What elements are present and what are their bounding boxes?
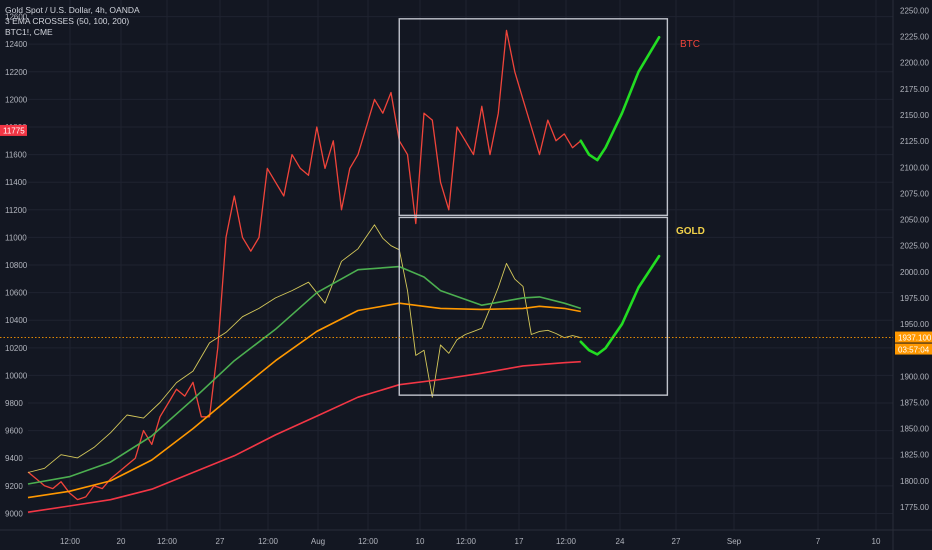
right-tick-label: 2000.00: [900, 268, 929, 277]
left-tick-label: 10400: [5, 316, 28, 325]
legend-title[interactable]: Gold Spot / U.S. Dollar, 4h, OANDA: [5, 5, 140, 15]
right-tick-label: 2225.00: [900, 33, 929, 42]
btc-projection-curve[interactable]: [579, 36, 661, 162]
gold-box-label: GOLD: [676, 226, 705, 237]
right-tick-label: 1775.00: [900, 503, 929, 512]
series-line-ema-50[interactable]: [27, 265, 582, 485]
x-tick-label: 12:00: [258, 537, 279, 546]
countdown-badge-text: 03:57:04: [898, 346, 930, 355]
left-tick-label: 11200: [5, 206, 27, 215]
x-tick-label: 27: [672, 537, 681, 546]
right-tick-label: 2050.00: [900, 216, 929, 225]
left-tick-label: 9400: [5, 454, 23, 463]
btc-box[interactable]: [398, 18, 669, 217]
left-tick-label: 9800: [5, 399, 23, 408]
x-tick-label: 12:00: [157, 537, 178, 546]
countdown-badge: [895, 343, 932, 355]
left-tick-label: 10600: [5, 289, 28, 298]
legend-compare[interactable]: BTC1!, CME: [5, 27, 53, 37]
right-tick-label: 1950.00: [900, 320, 929, 329]
right-tick-label: 2075.00: [900, 189, 929, 198]
btc-price-badge-text: 11775: [3, 126, 25, 135]
x-tick-label: Sep: [727, 537, 742, 546]
left-tick-label: 11400: [5, 178, 27, 187]
left-tick-label: 9600: [5, 427, 23, 436]
gold-projection-curve[interactable]: [579, 254, 661, 356]
right-tick-label: 2250.00: [900, 6, 929, 15]
left-tick-label: 10200: [5, 344, 28, 353]
left-tick-label: 9000: [5, 509, 23, 518]
left-axis-ticks: 9000 9200 9400 9600 9800 10000 10200 10400 10600…: [5, 13, 28, 519]
gold-price-badge-text: 1937.100: [898, 334, 932, 343]
x-tick-label: 20: [117, 537, 126, 546]
chart-legend: Gold Spot / U.S. Dollar, 4h, OANDA 3 EMA…: [5, 5, 140, 38]
x-axis-ticks: 12:00 20 12:00 27 12:00 Aug 12:00 10 12:00 17 12:0…: [60, 537, 881, 546]
left-tick-label: 12000: [5, 95, 28, 104]
left-tick-label: 9200: [5, 482, 23, 491]
right-tick-label: 2175.00: [900, 85, 929, 94]
x-tick-label: 12:00: [456, 537, 477, 546]
right-tick-label: 1850.00: [900, 425, 929, 434]
x-tick-label: 10: [416, 537, 425, 546]
series-line-btc1-cme[interactable]: [27, 29, 582, 501]
x-tick-label: Aug: [311, 537, 325, 546]
right-tick-label: 2150.00: [900, 111, 929, 120]
right-tick-label: 2100.00: [900, 163, 929, 172]
x-tick-label: 10: [872, 537, 881, 546]
right-tick-label: 1975.00: [900, 294, 929, 303]
left-tick-label: 11600: [5, 151, 27, 160]
left-tick-label: 10000: [5, 371, 28, 380]
x-tick-label: 12:00: [556, 537, 577, 546]
right-tick-label: 1825.00: [900, 451, 929, 460]
series-line-gold-spot-u-s-dollar[interactable]: [27, 224, 581, 473]
btc-box-label: BTC: [680, 39, 700, 50]
right-tick-label: 1900.00: [900, 372, 929, 381]
right-tick-label: 2200.00: [900, 59, 929, 68]
btc-price-badge: [0, 124, 27, 136]
right-tick-label: 1875.00: [900, 398, 929, 407]
plot-area[interactable]: [27, 29, 661, 513]
gold-box[interactable]: [398, 216, 669, 396]
right-tick-label: 2025.00: [900, 242, 929, 251]
x-tick-label: 27: [216, 537, 225, 546]
series-line-ema-100[interactable]: [27, 302, 581, 499]
gold-price-badge: [895, 331, 932, 343]
x-tick-label: 12:00: [358, 537, 379, 546]
series-line-ema-200[interactable]: [27, 360, 581, 513]
overlays: BTC GOLD 11775 1937.100 03:57:04: [0, 18, 932, 396]
x-tick-label: 17: [515, 537, 524, 546]
x-tick-label: 12:00: [60, 537, 81, 546]
left-tick-label: 12600: [5, 13, 28, 22]
right-tick-label: 2125.00: [900, 137, 929, 146]
right-axis-ticks: 1775.00 1800.00 1825.00 1850.00 1875.00 1900.…: [900, 6, 929, 512]
left-tick-label: 10800: [5, 261, 28, 270]
left-tick-label: 12400: [5, 40, 28, 49]
left-tick-label: 11000: [5, 233, 27, 242]
x-tick-label: 24: [616, 537, 625, 546]
left-tick-label: 12200: [5, 68, 28, 77]
legend-indicator[interactable]: 3 EMA CROSSES (50, 100, 200): [5, 16, 130, 26]
x-tick-label: 7: [816, 537, 821, 546]
right-tick-label: 1800.00: [900, 477, 929, 486]
